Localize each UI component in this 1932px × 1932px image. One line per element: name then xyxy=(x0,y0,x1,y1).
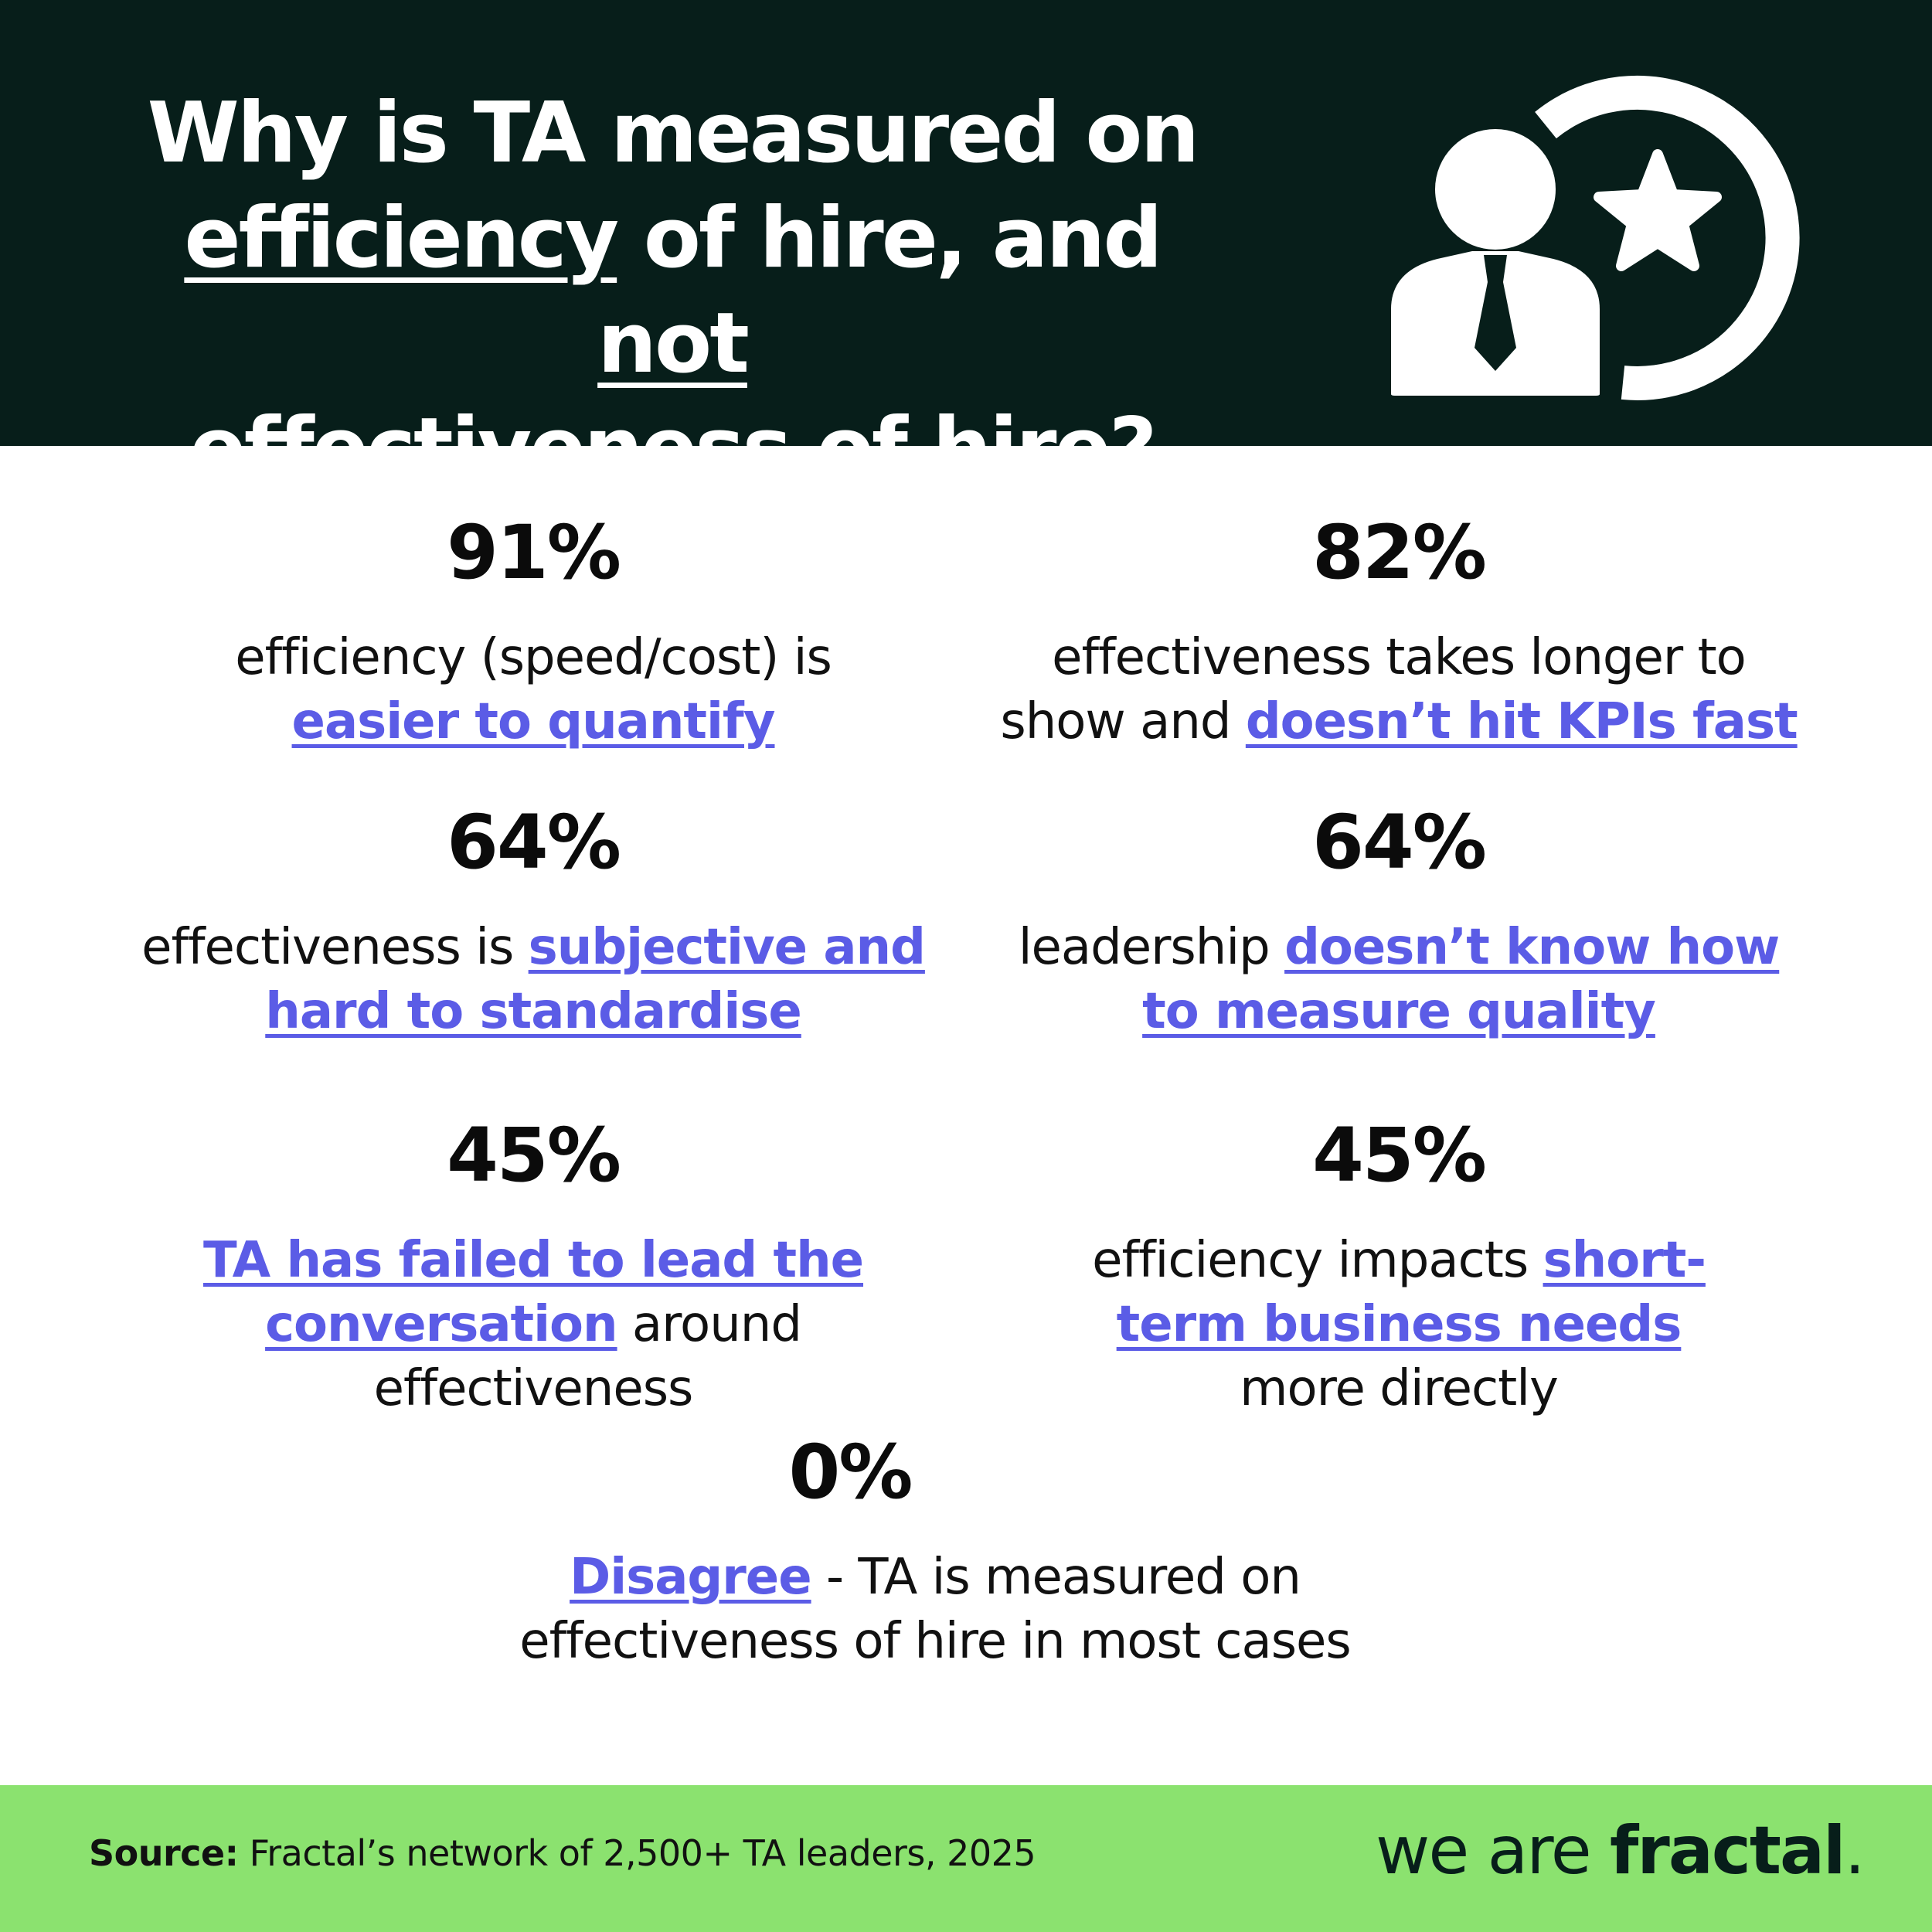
stat-highlight: TA has failed to lead the xyxy=(202,1232,864,1289)
stat-card-5: 45% TA has failed to lead the conversati… xyxy=(124,1113,943,1421)
stat-percentage: 82% xyxy=(1312,509,1487,596)
stat-description: Disagree - TA is measured on effectivene… xyxy=(386,1546,1484,1674)
brand-bold: fractal xyxy=(1610,1812,1845,1889)
brand-dot: . xyxy=(1844,1812,1865,1889)
stat-text: efficiency (speed/cost) is xyxy=(235,629,832,686)
title-rest: of hire? xyxy=(790,400,1158,497)
stat-description: TA has failed to lead the conversation a… xyxy=(124,1229,943,1421)
stat-text: effectiveness takes longer to xyxy=(1052,629,1747,686)
title-not: not xyxy=(597,295,750,392)
stat-highlight: to measure quality xyxy=(1142,983,1656,1040)
stat-description: effectiveness takes longer to show and d… xyxy=(974,626,1824,754)
brand-logo: we are fractal. xyxy=(1376,1808,1866,1893)
page-title: Why is TA measured on efficiency of hire… xyxy=(116,81,1229,502)
title-mid: of hire, and xyxy=(617,190,1163,287)
stat-card-3: 64% effectiveness is subjective and hard… xyxy=(124,800,943,1044)
title-line-2: efficiency of hire, and not xyxy=(116,186,1229,396)
stat-percentage: 0% xyxy=(788,1429,913,1515)
title-efficiency: efficiency xyxy=(184,190,619,287)
source-note: Source: Fractal’s network of 2,500+ TA l… xyxy=(89,1830,1036,1876)
title-effectiveness: effectiveness xyxy=(189,400,792,497)
stat-highlight: short- xyxy=(1543,1232,1706,1289)
footer-bar xyxy=(0,1785,1932,1932)
stat-text: effectiveness xyxy=(373,1360,694,1417)
stat-description: leadership doesn’t know how to measure q… xyxy=(974,916,1824,1044)
person-star-refresh-icon xyxy=(1391,75,1800,400)
stat-text: around xyxy=(617,1296,802,1353)
stat-highlight: conversation xyxy=(265,1296,617,1353)
stat-text: effectiveness of hire in most cases xyxy=(519,1613,1352,1670)
stat-text: efficiency impacts xyxy=(1092,1232,1543,1289)
stat-card-2: 82% effectiveness takes longer to show a… xyxy=(974,510,1824,754)
stat-highlight: hard to standardise xyxy=(265,983,801,1040)
stat-card-1: 91% efficiency (speed/cost) is easier to… xyxy=(124,510,943,754)
brand-light: we are xyxy=(1376,1812,1610,1889)
header-banner xyxy=(0,0,1932,446)
stat-card-6: 45% efficiency impacts short- term busin… xyxy=(974,1113,1824,1421)
stat-percentage: 64% xyxy=(1312,799,1487,886)
title-line-3: effectiveness of hire? xyxy=(116,396,1229,502)
stat-percentage: 45% xyxy=(447,1112,621,1199)
stat-card-4: 64% leadership doesn’t know how to measu… xyxy=(974,800,1824,1044)
stat-text: leadership xyxy=(1018,919,1285,976)
stat-text: effectiveness is xyxy=(141,919,529,976)
stat-highlight: subjective and xyxy=(528,919,926,976)
stat-percentage: 91% xyxy=(447,509,621,596)
stat-description: efficiency impacts short- term business … xyxy=(974,1229,1824,1421)
source-label: Source: xyxy=(89,1832,239,1874)
stat-highlight: term business needs xyxy=(1116,1296,1682,1353)
title-line-1: Why is TA measured on xyxy=(147,85,1200,182)
source-text: Fractal’s network of 2,500+ TA leaders, … xyxy=(238,1832,1036,1874)
stat-highlight: doesn’t hit KPIs fast xyxy=(1245,693,1798,750)
stat-card-7: 0% Disagree - TA is measured on effectiv… xyxy=(386,1430,1484,1674)
stat-description: efficiency (speed/cost) is easier to qua… xyxy=(124,626,943,754)
stat-text: show and xyxy=(1000,693,1246,750)
stat-text: - TA is measured on xyxy=(811,1549,1301,1606)
stat-text: more directly xyxy=(1240,1360,1559,1417)
stat-percentage: 45% xyxy=(1312,1112,1487,1199)
stat-description: effectiveness is subjective and hard to … xyxy=(124,916,943,1044)
stat-highlight: Disagree xyxy=(570,1549,812,1606)
stat-highlight: easier to quantify xyxy=(291,693,776,750)
stat-highlight: doesn’t know how xyxy=(1284,919,1780,976)
stat-percentage: 64% xyxy=(447,799,621,886)
